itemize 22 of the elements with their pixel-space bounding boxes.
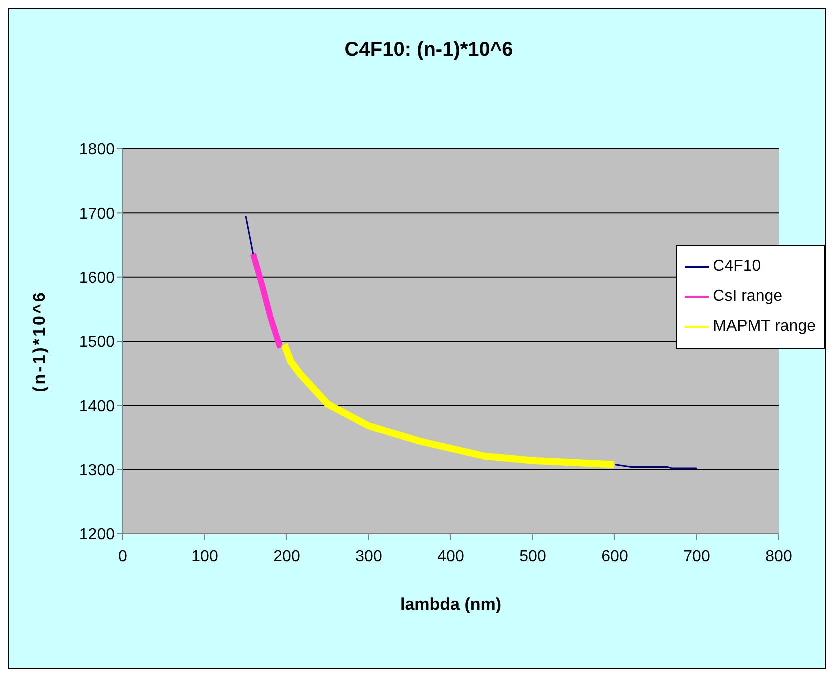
x-tick-label: 700 — [684, 548, 710, 566]
x-tick-label: 800 — [766, 548, 792, 566]
x-tick-label: 400 — [438, 548, 464, 566]
x-tick-label: 200 — [274, 548, 300, 566]
y-tick-label: 1700 — [79, 206, 116, 223]
x-tick-label: 600 — [602, 548, 628, 566]
y-tick-label: 1300 — [79, 462, 116, 480]
chart-title: C4F10: (n-1)*10^6 — [344, 39, 514, 62]
x-tick-label: 100 — [192, 548, 218, 566]
legend-label: MAPMT range — [713, 318, 816, 336]
y-tick-label: 1200 — [79, 526, 116, 544]
y-tick-label: 1500 — [79, 334, 116, 352]
y-tick-label: 1800 — [79, 142, 116, 159]
x-tick-label: 300 — [356, 548, 382, 566]
x-axis-title: lambda (nm) — [400, 595, 502, 614]
x-tick-label: 500 — [520, 548, 546, 566]
legend-label: CsI range — [713, 288, 783, 306]
y-tick-label: 1600 — [79, 270, 116, 288]
y-tick-label: 1400 — [79, 398, 116, 416]
y-axis-title: (n-1)*10^6 — [30, 290, 50, 392]
legend-label: C4F10 — [713, 258, 762, 276]
x-tick-label: 0 — [118, 548, 128, 566]
